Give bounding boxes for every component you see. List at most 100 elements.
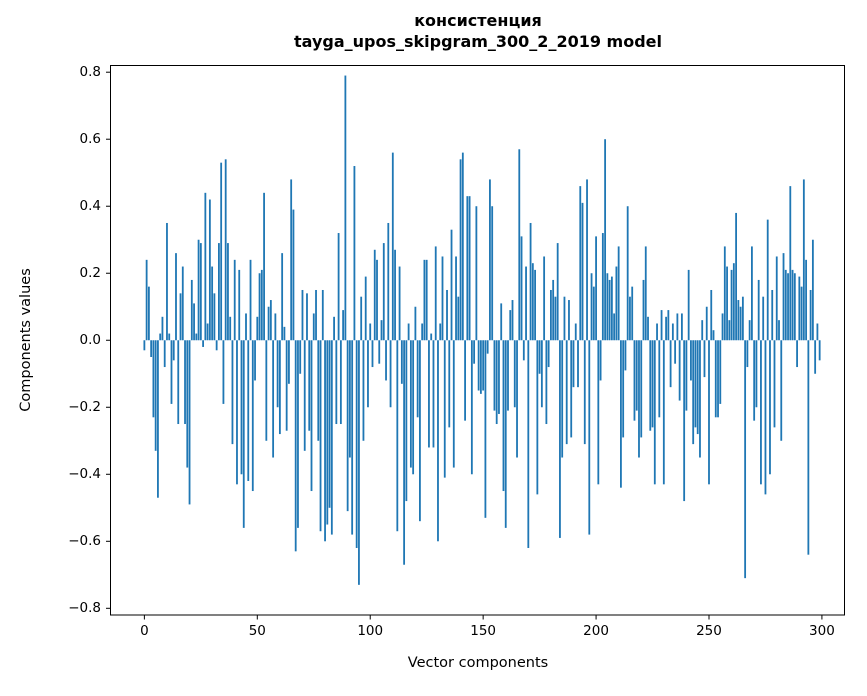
bar — [333, 316, 335, 341]
bar — [479, 340, 482, 394]
bar — [651, 340, 654, 428]
bar — [737, 300, 740, 341]
bar — [242, 340, 245, 528]
bar — [606, 273, 609, 341]
bar — [398, 266, 401, 341]
bar — [773, 340, 776, 428]
bar — [157, 340, 159, 498]
y-axis-label: Components values — [18, 268, 34, 412]
bar — [254, 340, 256, 381]
bar — [369, 323, 372, 341]
bar — [220, 162, 223, 341]
bar — [771, 289, 774, 341]
bar — [175, 253, 177, 341]
bar — [457, 296, 460, 341]
bar — [676, 313, 679, 341]
bar — [265, 340, 268, 441]
bar — [631, 286, 634, 341]
bar — [389, 340, 392, 408]
bar — [649, 340, 652, 431]
bar — [290, 179, 293, 341]
bar — [150, 340, 153, 357]
bar — [306, 293, 308, 341]
bar — [775, 256, 778, 341]
bar — [409, 340, 412, 468]
bar — [507, 340, 509, 411]
bar — [717, 340, 719, 418]
bar — [536, 340, 539, 495]
bar — [360, 296, 363, 341]
bar — [199, 243, 202, 341]
bar — [193, 303, 195, 341]
bar — [647, 316, 649, 341]
bar — [527, 340, 530, 548]
bar — [172, 340, 175, 361]
bar — [177, 340, 180, 425]
bar — [407, 323, 410, 341]
bar — [258, 273, 261, 341]
bar — [412, 340, 415, 475]
bar — [267, 306, 270, 341]
bar — [653, 340, 656, 485]
bar — [288, 340, 290, 384]
bar — [495, 340, 498, 425]
bar — [274, 313, 277, 341]
bar — [656, 323, 658, 341]
bar — [247, 340, 250, 481]
bar — [574, 323, 577, 341]
bar — [330, 340, 333, 535]
bar — [450, 229, 453, 341]
bar — [251, 340, 254, 492]
bar — [565, 340, 568, 445]
bar — [299, 340, 302, 374]
bar — [473, 340, 476, 364]
bar — [545, 340, 548, 425]
bar — [303, 340, 306, 451]
bar — [667, 310, 670, 341]
bar — [348, 340, 351, 458]
bar — [696, 340, 699, 435]
bar — [351, 340, 354, 535]
bar — [626, 206, 629, 341]
bar — [443, 340, 446, 478]
bar — [477, 340, 480, 391]
bar — [498, 340, 500, 414]
bar — [170, 340, 173, 404]
bar — [604, 139, 607, 341]
bar — [534, 269, 536, 341]
bar — [504, 340, 507, 528]
bar — [414, 306, 417, 341]
bar — [260, 269, 263, 341]
y-tick-label: −0.6 — [68, 533, 101, 550]
bar — [184, 340, 186, 425]
bar — [728, 320, 731, 341]
bar — [249, 259, 252, 341]
bar — [335, 340, 338, 425]
bar — [190, 279, 193, 341]
bar — [396, 340, 399, 532]
bar — [211, 266, 214, 341]
bar — [197, 239, 200, 341]
bar — [319, 340, 322, 532]
bar — [240, 340, 243, 475]
x-tick-label: 150 — [470, 623, 497, 639]
x-tick-label: 100 — [357, 623, 384, 639]
bar — [229, 316, 232, 341]
axes-spines — [110, 65, 845, 616]
bar — [685, 340, 688, 411]
bar — [231, 340, 234, 445]
bar — [161, 316, 164, 341]
bar — [509, 310, 512, 341]
bar — [809, 289, 812, 341]
bar — [328, 340, 331, 508]
x-tick-label: 50 — [248, 623, 266, 639]
bar — [787, 273, 789, 341]
bar — [425, 259, 428, 341]
bar — [559, 340, 561, 538]
bar — [620, 340, 622, 488]
bar — [301, 289, 304, 341]
bar — [807, 340, 810, 555]
bar — [432, 340, 435, 448]
bar — [391, 152, 394, 341]
